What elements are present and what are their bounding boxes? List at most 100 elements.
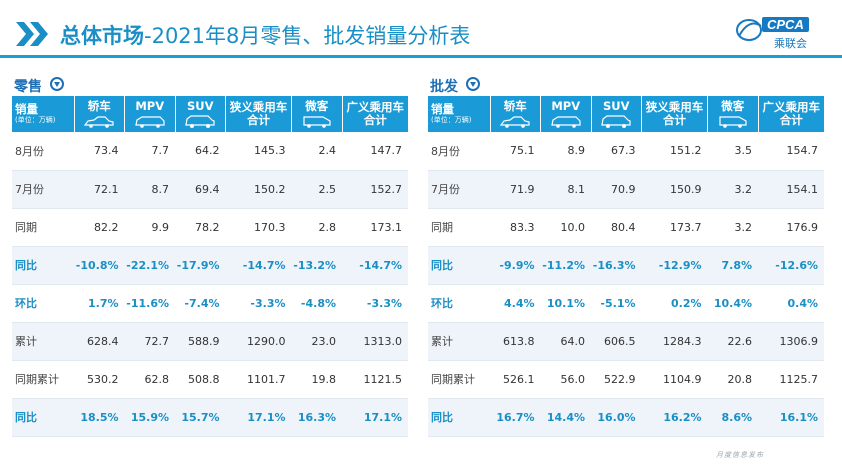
header-label: 微客 [305, 98, 329, 113]
row-label: 同期累计 [12, 360, 74, 399]
row-label: 累计 [12, 322, 74, 361]
table-cell: 8.6% [707, 398, 758, 437]
header-label: 广义乘用车 [346, 100, 405, 114]
table-row: 7月份 71.9 8.1 70.9 150.9 3.2 154.1 [428, 170, 824, 209]
table-cell: 64.2 [175, 132, 226, 171]
table-cell: 14.4% [540, 398, 591, 437]
row-label: 环比 [428, 284, 490, 323]
header-cell: 轿车 [490, 96, 541, 132]
row-label: 累计 [428, 322, 490, 361]
table-cell: 145.3 [225, 132, 292, 171]
row-label: 8月份 [428, 132, 490, 171]
page-title-rest: -2021年8月零售、批发销量分析表 [144, 24, 471, 48]
table-cell: 154.7 [758, 132, 824, 171]
table-cell: 67.3 [591, 132, 642, 171]
table-cell: 16.7% [490, 398, 541, 437]
table-cell: 0.4% [758, 284, 824, 323]
table-cell: -5.1% [591, 284, 642, 323]
row-label: 同比 [428, 398, 490, 437]
page-title-bold: 总体市场 [60, 24, 144, 48]
table-cell: 15.9% [124, 398, 175, 437]
table-header-row: 销量 (单位：万辆) 轿车 MPV SUV 狭义乘用车 合计 微客 广义乘用车 合计 [428, 96, 824, 132]
table-cell: 7.8% [707, 246, 758, 285]
table-cell: 17.1% [225, 398, 292, 437]
table-cell: 9.9 [124, 208, 175, 247]
table-cell: 606.5 [591, 322, 642, 361]
table-cell: -11.6% [124, 284, 175, 323]
table-cell: 10.4% [707, 284, 758, 323]
sedan-icon [500, 115, 530, 128]
table-cell: 2.4 [291, 132, 342, 171]
header-unit-note: (单位：万辆) [15, 116, 56, 124]
table-cell: 16.0% [591, 398, 642, 437]
table-cell: -22.1% [124, 246, 175, 285]
row-label: 同比 [12, 398, 74, 437]
suv-icon [185, 114, 215, 128]
table-cell: 16.2% [641, 398, 708, 437]
table-row: 同比 18.5% 15.9% 15.7% 17.1% 16.3% 17.1% [12, 398, 408, 437]
table-cell: 75.1 [490, 132, 541, 171]
logo-subtitle: 乘联会 [774, 37, 807, 50]
table-cell: 17.1% [342, 398, 408, 437]
minivan-icon [303, 115, 331, 128]
table-cell: -14.7% [342, 246, 408, 285]
table-cell: 83.3 [490, 208, 541, 247]
table-cell: -4.8% [291, 284, 342, 323]
row-label: 8月份 [12, 132, 74, 171]
table-cell: 22.6 [707, 322, 758, 361]
table-cell: 16.3% [291, 398, 342, 437]
table-cell: 588.9 [175, 322, 226, 361]
down-arrow-circle-icon [466, 77, 480, 91]
table-cell: 176.9 [758, 208, 824, 247]
table-cell: 18.5% [74, 398, 125, 437]
table-cell: 73.4 [74, 132, 125, 171]
table-cell: -3.3% [342, 284, 408, 323]
row-label: 7月份 [12, 170, 74, 209]
table-cell: 3.2 [707, 170, 758, 209]
double-chevron-icon [16, 22, 48, 46]
table-cell: 1306.9 [758, 322, 824, 361]
table-row: 8月份 75.1 8.9 67.3 151.2 3.5 154.7 [428, 132, 824, 171]
table-cell: 1104.9 [641, 360, 708, 399]
table-cell: 3.5 [707, 132, 758, 171]
table-cell: 8.1 [540, 170, 591, 209]
table-cell: 23.0 [291, 322, 342, 361]
table-cell: 71.9 [490, 170, 541, 209]
wholesale-section-label: 批发 [430, 79, 458, 95]
table-cell: 1125.7 [758, 360, 824, 399]
header-unit-note: (单位：万辆) [431, 116, 472, 124]
table-cell: 151.2 [641, 132, 708, 171]
header-label: SUV [186, 98, 214, 113]
page-header: 总体市场-2021年8月零售、批发销量分析表 CPCA 乘联会 [0, 0, 842, 62]
table-cell: 2.8 [291, 208, 342, 247]
row-label: 同比 [12, 246, 74, 285]
table-cell: 530.2 [74, 360, 125, 399]
table-cell: 526.1 [490, 360, 541, 399]
table-cell: -12.6% [758, 246, 824, 285]
title-divider [0, 55, 842, 58]
retail-table: 销量 (单位：万辆) 轿车 MPV SUV 狭义乘用车 合计 微客 广义乘用车 合计 8月份 73.… [12, 96, 408, 437]
table-cell: 1284.3 [641, 322, 708, 361]
table-cell: 72.1 [74, 170, 125, 209]
table-cell: 4.4% [490, 284, 541, 323]
table-cell: 628.4 [74, 322, 125, 361]
table-cell: 72.7 [124, 322, 175, 361]
header-cell: 微客 [707, 96, 759, 132]
table-cell: 173.7 [641, 208, 708, 247]
cpca-logo-icon [736, 19, 762, 41]
table-row: 累计 613.8 64.0 606.5 1284.3 22.6 1306.9 [428, 322, 824, 361]
row-label: 环比 [12, 284, 74, 323]
header-cell: 广义乘用车 合计 [342, 96, 408, 132]
table-cell: 2.5 [291, 170, 342, 209]
table-cell: 1.7% [74, 284, 125, 323]
retail-panel: 零售 销量 (单位：万辆) 轿车 MPV SUV 狭义乘用车 合计 微客 广义乘用车 合计 8月份… [12, 74, 408, 437]
header-cell: 广义乘用车 合计 [758, 96, 824, 132]
header-label: 销量 [15, 102, 38, 116]
table-cell: 522.9 [591, 360, 642, 399]
table-cell: 173.1 [342, 208, 408, 247]
table-row: 同期累计 530.2 62.8 508.8 1101.7 19.8 1121.5 [12, 360, 408, 399]
table-cell: 15.7% [175, 398, 226, 437]
header-label: MPV [135, 98, 165, 113]
table-cell: 147.7 [342, 132, 408, 171]
row-label: 同期 [12, 208, 74, 247]
